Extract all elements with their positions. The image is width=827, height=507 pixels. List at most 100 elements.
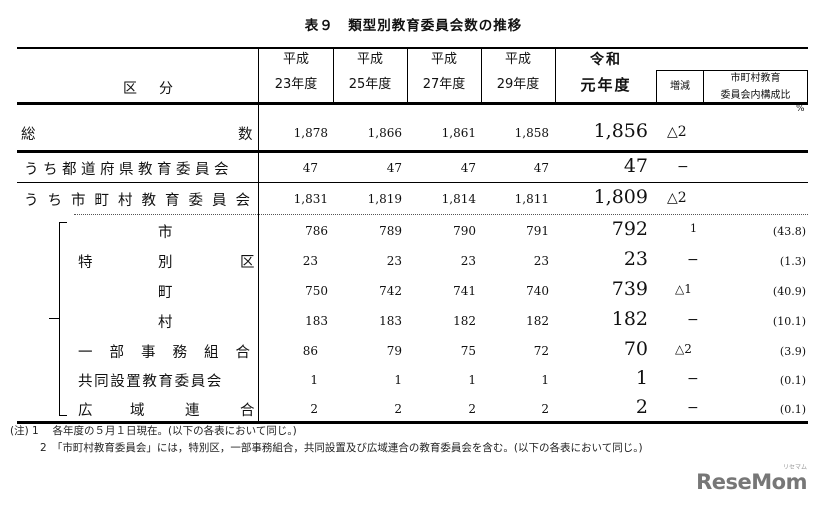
municipal-row-dotted-rule: [74, 214, 808, 215]
value-h23: 183: [305, 314, 328, 328]
value-h29: 23: [533, 254, 549, 268]
value-h29: 182: [526, 314, 549, 328]
row-label-char-4: 合: [240, 403, 255, 419]
resemom-logo: ReseMom: [696, 470, 807, 494]
grouping-brace: [59, 222, 60, 416]
table-title: 表９ 類型別教育委員会数の推移: [304, 18, 523, 34]
value-h27: 47: [460, 161, 476, 175]
row-label-char-3: 連: [185, 403, 200, 419]
ratio-line-1: 市町村教育: [730, 73, 781, 84]
value-h27: 182: [453, 314, 476, 328]
value-h23: 1,878: [293, 126, 328, 140]
unit-label: %: [796, 104, 805, 114]
value-h25: 23: [386, 254, 402, 268]
value-r1: 1: [635, 367, 648, 389]
value-h27: 75: [460, 344, 476, 358]
year-label: 元年度: [580, 76, 632, 94]
subheader-box-top: [656, 70, 808, 72]
row-label: 村: [158, 315, 173, 331]
value-change: −: [687, 371, 699, 387]
value-ratio: (1.3): [779, 255, 806, 268]
header-year-29: 平成 29年度: [481, 50, 555, 95]
year-label: 29年度: [496, 77, 540, 92]
row-label-mid: 別: [158, 255, 173, 271]
year-label: 27年度: [422, 77, 466, 92]
header-ratio: 市町村教育 委員会内構成比: [704, 70, 807, 104]
value-ratio: (10.1): [772, 315, 806, 328]
subheader-box-left: [656, 70, 658, 103]
brace-top-tick: [59, 222, 67, 223]
value-r1: 1,809: [593, 186, 648, 208]
row-label: 町: [158, 285, 173, 301]
row-label-right: 数: [238, 127, 253, 143]
value-h23: 1: [310, 373, 318, 387]
value-h23: 750: [305, 284, 328, 298]
row-label: うち市町村教育委員会: [24, 193, 259, 209]
value-ratio: (0.1): [779, 374, 806, 387]
era-label: 平成: [282, 52, 309, 67]
year-label: 23年度: [274, 77, 318, 92]
brace-mid-tick: [49, 318, 59, 319]
era-label: 令和: [590, 52, 622, 68]
value-h27: 1,814: [441, 192, 476, 206]
value-r1: 70: [623, 338, 648, 360]
value-h23: 2: [310, 402, 318, 416]
value-change: △2: [667, 190, 687, 206]
value-change: △2: [675, 342, 692, 356]
value-ratio: (40.9): [772, 285, 806, 298]
subheader-box-mid: [703, 70, 705, 103]
row-label-char-1: 広: [78, 403, 93, 419]
value-h25: 1,819: [367, 192, 402, 206]
value-r1: 47: [623, 155, 648, 177]
row-label: 市: [158, 225, 173, 241]
value-h27: 23: [460, 254, 476, 268]
value-h27: 2: [468, 402, 476, 416]
value-h29: 740: [526, 284, 549, 298]
header-divider-current: [555, 47, 557, 103]
value-change: −: [687, 252, 699, 268]
value-h23: 786: [305, 224, 328, 238]
value-h29: 1,858: [514, 126, 549, 140]
table-bottom-rule: [17, 421, 808, 424]
header-year-25: 平成 25年度: [333, 50, 407, 95]
prefecture-row-rule: [17, 182, 808, 184]
brace-bottom-tick: [59, 415, 67, 416]
value-h29: 47: [533, 161, 549, 175]
value-h23: 47: [302, 161, 318, 175]
header-category: 区 分: [123, 81, 177, 97]
row-label-char-2: 域: [130, 403, 145, 419]
year-label: 25年度: [348, 77, 392, 92]
value-h29: 1,811: [514, 192, 549, 206]
era-label: 平成: [504, 52, 531, 67]
value-h25: 742: [379, 284, 402, 298]
table-top-rule: [17, 47, 808, 49]
value-r1: 23: [623, 248, 648, 270]
value-h25: 1,866: [367, 126, 402, 140]
value-r1: 2: [635, 396, 648, 418]
value-ratio: (0.1): [779, 403, 806, 416]
value-ratio: (43.8): [772, 225, 806, 238]
ratio-line-2: 委員会内構成比: [720, 90, 791, 101]
value-change: −: [677, 159, 689, 175]
total-row-rule: [17, 150, 808, 153]
header-change: 増減: [670, 81, 690, 92]
row-label: 共同設置教育委員会: [78, 374, 223, 390]
value-h27: 790: [453, 224, 476, 238]
value-change: △2: [667, 124, 687, 140]
value-ratio: (3.9): [779, 345, 806, 358]
header-bottom-rule: [17, 102, 808, 105]
value-r1: 792: [611, 218, 648, 240]
label-column-divider: [258, 47, 260, 422]
value-h25: 47: [386, 161, 402, 175]
value-change: 1: [690, 222, 697, 235]
value-h25: 183: [379, 314, 402, 328]
value-h23: 1,831: [293, 192, 328, 206]
value-h25: 789: [379, 224, 402, 238]
value-h27: 1,861: [441, 126, 476, 140]
header-year-27: 平成 27年度: [407, 50, 481, 95]
value-r1: 182: [611, 308, 648, 330]
value-h23: 86: [302, 344, 318, 358]
value-h29: 1: [541, 373, 549, 387]
value-h25: 2: [394, 402, 402, 416]
value-h25: 79: [386, 344, 402, 358]
